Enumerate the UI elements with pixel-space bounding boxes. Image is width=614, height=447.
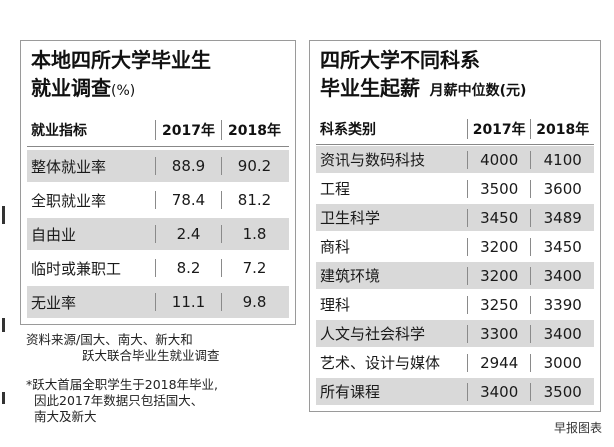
value-2017: 3300 bbox=[466, 324, 531, 343]
employment-survey-panel: 本地四所大学毕业生 就业调查(%) 就业指标 2017年 2018年 整体就业率… bbox=[20, 40, 296, 325]
graphic-credit: 早报图表 bbox=[553, 421, 602, 435]
employment-table-subtitle: 就业调查(%) bbox=[31, 75, 135, 104]
row-label: 理科 bbox=[320, 296, 351, 314]
employment-table-title: 本地四所大学毕业生 bbox=[31, 48, 211, 72]
value-2017: 3250 bbox=[466, 295, 531, 314]
employment-header-row: 就业指标 2017年 2018年 bbox=[27, 114, 289, 147]
value-2018: 7.2 bbox=[221, 259, 287, 277]
table-row: 临时或兼职工 8.2 7.2 bbox=[27, 252, 289, 284]
header-2017: 2017年 bbox=[466, 119, 531, 139]
table-row: 所有课程 3400 3500 bbox=[316, 378, 594, 405]
value-2018: 1.8 bbox=[221, 225, 287, 243]
row-label: 临时或兼职工 bbox=[31, 259, 122, 278]
row-label: 艺术、设计与媒体 bbox=[320, 354, 441, 372]
row-label: 自由业 bbox=[31, 225, 77, 244]
row-label: 商科 bbox=[320, 238, 351, 256]
footnote-line-1: *跃大首届全职学生于2018年毕业, bbox=[26, 377, 219, 392]
value-2018: 4100 bbox=[530, 150, 594, 169]
page-edge-mark bbox=[2, 206, 5, 224]
value-2018: 3489 bbox=[530, 208, 594, 227]
salary-unit: 月薪中位数(元) bbox=[429, 83, 527, 99]
employment-subtitle-text: 就业调查 bbox=[31, 76, 111, 100]
table-row: 全职就业率 78.4 81.2 bbox=[27, 184, 289, 216]
value-2018: 3390 bbox=[530, 295, 594, 314]
value-2018: 3400 bbox=[530, 324, 594, 343]
value-2018: 3600 bbox=[530, 179, 594, 198]
table-row: 工程 3500 3600 bbox=[316, 175, 594, 202]
table-row: 商科 3200 3450 bbox=[316, 233, 594, 260]
row-label: 卫生科学 bbox=[320, 209, 381, 227]
source-line-1: 资料来源/国大、南大、新大和 bbox=[26, 332, 193, 347]
value-2017: 4000 bbox=[466, 150, 531, 169]
table-row: 资讯与数码科技 4000 4100 bbox=[316, 146, 594, 173]
row-label: 无业率 bbox=[31, 293, 77, 312]
value-2017: 11.1 bbox=[155, 293, 221, 311]
table-row: 卫生科学 3450 3489 bbox=[316, 204, 594, 231]
table-row: 艺术、设计与媒体 2944 3000 bbox=[316, 349, 594, 376]
value-2017: 3500 bbox=[466, 179, 531, 198]
value-2018: 3400 bbox=[530, 266, 594, 285]
page-edge-mark bbox=[2, 392, 5, 404]
row-label: 建筑环境 bbox=[320, 267, 381, 285]
header-indicator: 就业指标 bbox=[31, 123, 87, 139]
row-label: 工程 bbox=[320, 180, 351, 198]
value-2017: 8.2 bbox=[155, 259, 221, 277]
salary-table-subtitle: 毕业生起薪 月薪中位数(元) bbox=[320, 75, 526, 104]
value-2017: 78.4 bbox=[155, 191, 221, 209]
table-row: 自由业 2.4 1.8 bbox=[27, 218, 289, 250]
source-note: 资料来源/国大、南大、新大和 跃大联合毕业生就业调查 bbox=[26, 332, 220, 364]
starting-salary-panel: 四所大学不同科系 毕业生起薪 月薪中位数(元) 科系类别 2017年 2018年… bbox=[309, 40, 601, 412]
value-2017: 3450 bbox=[466, 208, 531, 227]
table-row: 建筑环境 3200 3400 bbox=[316, 262, 594, 289]
table-row: 人文与社会科学 3300 3400 bbox=[316, 320, 594, 347]
table-row: 无业率 11.1 9.8 bbox=[27, 286, 289, 318]
value-2018: 9.8 bbox=[221, 293, 287, 311]
salary-subtitle-text: 毕业生起薪 bbox=[320, 76, 420, 100]
row-label: 整体就业率 bbox=[31, 157, 107, 176]
value-2018: 81.2 bbox=[221, 191, 287, 209]
header-2018: 2018年 bbox=[530, 119, 594, 139]
value-2017: 88.9 bbox=[155, 157, 221, 175]
footnote-line-2: 因此2017年数据只包括国大、 bbox=[34, 393, 204, 408]
row-label: 全职就业率 bbox=[31, 191, 107, 210]
value-2018: 3450 bbox=[530, 237, 594, 256]
value-2018: 90.2 bbox=[221, 157, 287, 175]
value-2018: 3500 bbox=[530, 382, 594, 401]
value-2018: 3000 bbox=[530, 353, 594, 372]
header-2017: 2017年 bbox=[155, 120, 221, 140]
row-label: 人文与社会科学 bbox=[320, 325, 426, 343]
value-2017: 3400 bbox=[466, 382, 531, 401]
header-field: 科系类别 bbox=[320, 122, 376, 138]
table-row: 整体就业率 88.9 90.2 bbox=[27, 150, 289, 182]
row-label: 资讯与数码科技 bbox=[320, 151, 426, 169]
value-2017: 2.4 bbox=[155, 225, 221, 243]
salary-table-title: 四所大学不同科系 bbox=[320, 48, 480, 72]
footnote: *跃大首届全职学生于2018年毕业, 因此2017年数据只包括国大、 南大及新大 bbox=[26, 377, 218, 425]
row-label: 所有课程 bbox=[320, 383, 381, 401]
table-row: 理科 3250 3390 bbox=[316, 291, 594, 318]
footnote-line-3: 南大及新大 bbox=[34, 409, 97, 424]
value-2017: 2944 bbox=[466, 353, 531, 372]
value-2017: 3200 bbox=[466, 266, 531, 285]
header-2018: 2018年 bbox=[221, 120, 287, 140]
employment-unit: (%) bbox=[111, 83, 136, 99]
value-2017: 3200 bbox=[466, 237, 531, 256]
salary-header-row: 科系类别 2017年 2018年 bbox=[316, 114, 594, 145]
source-line-2: 跃大联合毕业生就业调查 bbox=[82, 348, 220, 363]
page-edge-mark bbox=[2, 318, 5, 332]
